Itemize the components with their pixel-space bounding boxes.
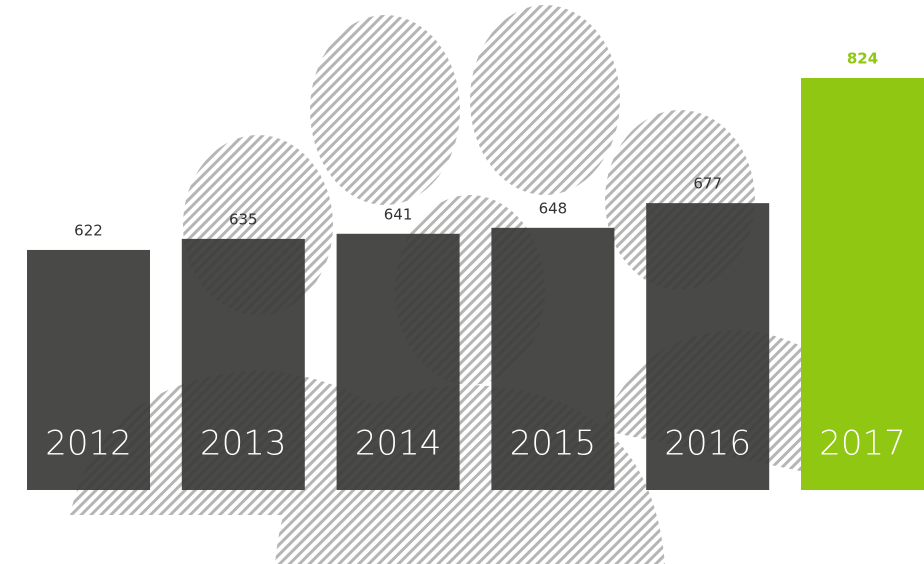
bar [801, 78, 924, 490]
category-label: 2013 [200, 424, 287, 464]
category-label: 2014 [355, 424, 442, 464]
value-label: 824 [847, 50, 878, 68]
category-label: 2012 [45, 424, 132, 464]
value-label: 641 [384, 205, 413, 223]
category-label: 2017 [819, 424, 906, 464]
value-label: 635 [229, 210, 258, 228]
category-label: 2016 [664, 424, 751, 464]
value-label: 677 [693, 175, 722, 193]
category-label: 2015 [510, 424, 597, 464]
bar [27, 249, 150, 490]
value-label: 622 [74, 221, 103, 239]
bar [181, 238, 305, 490]
bar [646, 203, 770, 490]
bar [491, 227, 615, 490]
bar [336, 233, 460, 490]
value-label: 648 [539, 199, 568, 217]
